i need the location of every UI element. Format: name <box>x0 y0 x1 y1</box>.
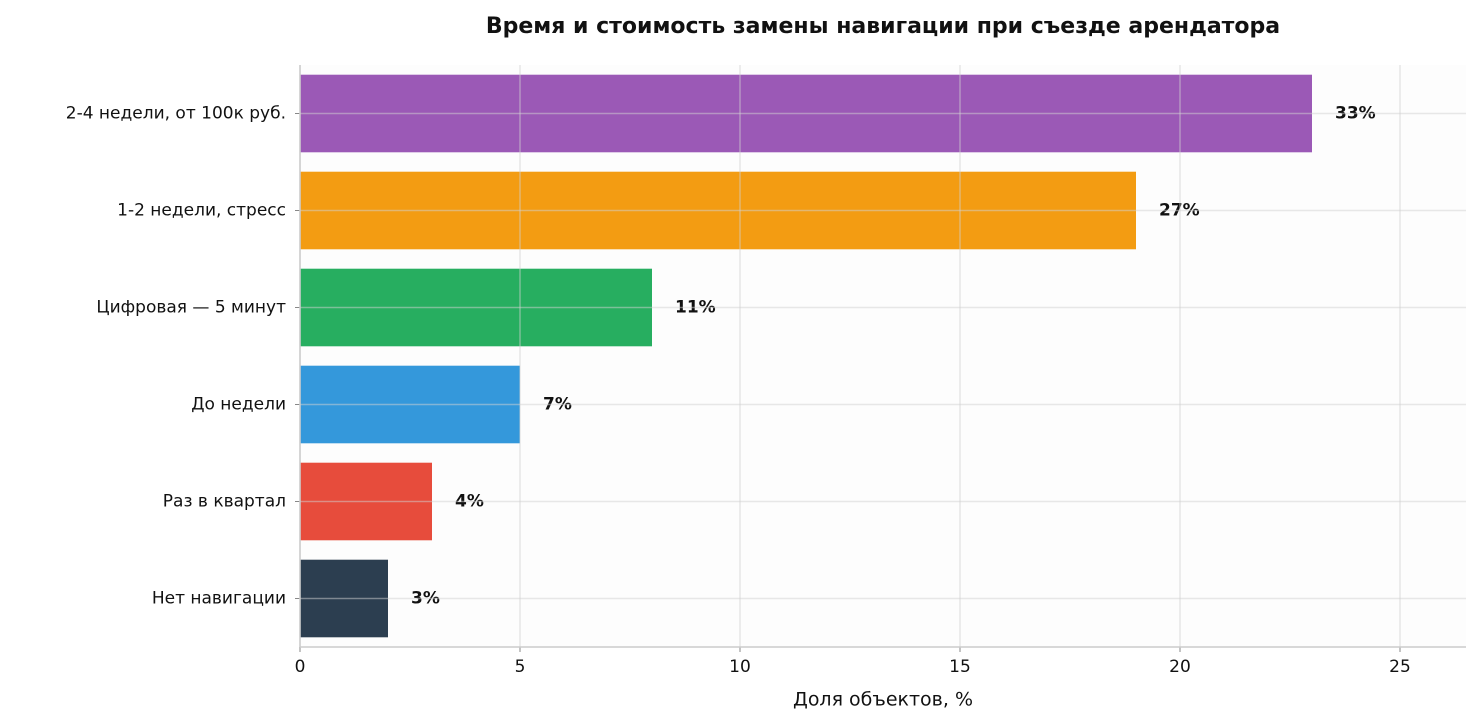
x-axis-label: Доля объектов, % <box>793 689 973 711</box>
plot-area <box>300 65 1466 647</box>
y-tick-label: Раз в квартал <box>163 492 286 512</box>
x-tick-label: 0 <box>295 657 306 677</box>
y-tick-label: Нет навигации <box>152 589 286 609</box>
y-tick-label: 1-2 недели, стресс <box>117 201 286 221</box>
x-tick-label: 20 <box>1169 657 1191 677</box>
x-tick-label: 10 <box>729 657 751 677</box>
y-tick-label: Цифровая — 5 минут <box>96 298 286 318</box>
x-tick-label: 15 <box>949 657 971 677</box>
x-tick-label: 25 <box>1389 657 1411 677</box>
x-tick-label: 5 <box>515 657 526 677</box>
chart-title: Время и стоимость замены навигации при с… <box>486 14 1280 39</box>
y-tick-label: До недели <box>191 395 286 415</box>
y-tick-label: 2-4 недели, от 100к руб. <box>66 104 286 124</box>
